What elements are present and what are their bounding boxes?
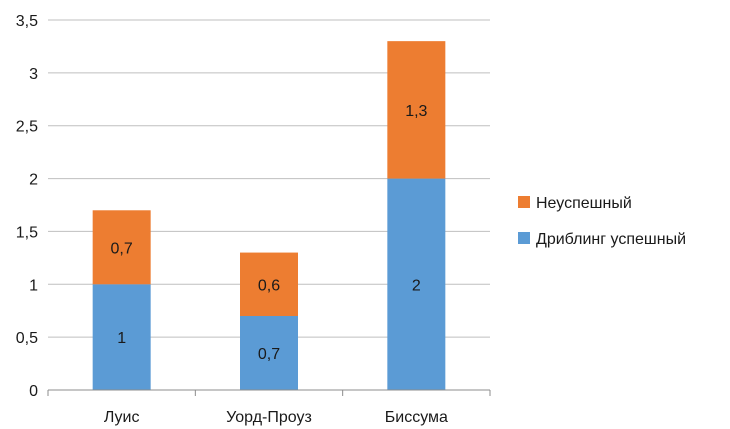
y-tick-label: 3 [29, 66, 38, 83]
x-tick-label: Биссума [385, 409, 448, 426]
legend-label-дриблинг-успешный: Дриблинг успешный [536, 231, 686, 248]
y-tick-label: 3,5 [16, 13, 38, 30]
legend: Неуспешный Дриблинг успешный [518, 195, 686, 248]
y-axis-ticks: 0 0,5 1 1,5 2 2,5 3 3,5 [16, 13, 38, 400]
category-labels: Луис Уорд-Проуз Биссума [104, 409, 448, 426]
x-tick-label: Луис [104, 409, 140, 426]
x-axis [47, 389, 491, 396]
bar-дриблинг-успешный-луис [92, 284, 151, 390]
data-label: 0,7 [111, 240, 133, 257]
data-label: 0,6 [258, 277, 280, 294]
data-labels: 1 0,7 0,7 0,6 2 1,3 [111, 103, 428, 363]
data-label: 1 [117, 330, 126, 347]
x-tick-label: Уорд-Проуз [226, 409, 312, 426]
bar-дриблинг-успешный-уорд-проуз [240, 316, 298, 390]
y-tick-label: 0 [29, 383, 38, 400]
bars [92, 41, 446, 390]
y-tick-label: 2,5 [16, 119, 38, 136]
data-label: 1,3 [405, 103, 427, 120]
bar-неуспешный-уорд-проуз [240, 252, 298, 316]
legend-swatch-неуспешный [518, 196, 530, 208]
y-tick-label: 0,5 [16, 330, 38, 347]
y-tick-label: 1,5 [16, 224, 38, 241]
bar-неуспешный-луис [92, 210, 151, 285]
y-tick-label: 2 [29, 172, 38, 189]
data-label: 2 [412, 277, 421, 294]
data-label: 0,7 [258, 346, 280, 363]
y-tick-label: 1 [29, 277, 38, 294]
legend-label-неуспешный: Неуспешный [536, 195, 632, 212]
legend-swatch-дриблинг-успешный [518, 232, 530, 244]
bar-дриблинг-успешный-биссума [387, 178, 446, 390]
bar-неуспешный-биссума [387, 41, 446, 179]
